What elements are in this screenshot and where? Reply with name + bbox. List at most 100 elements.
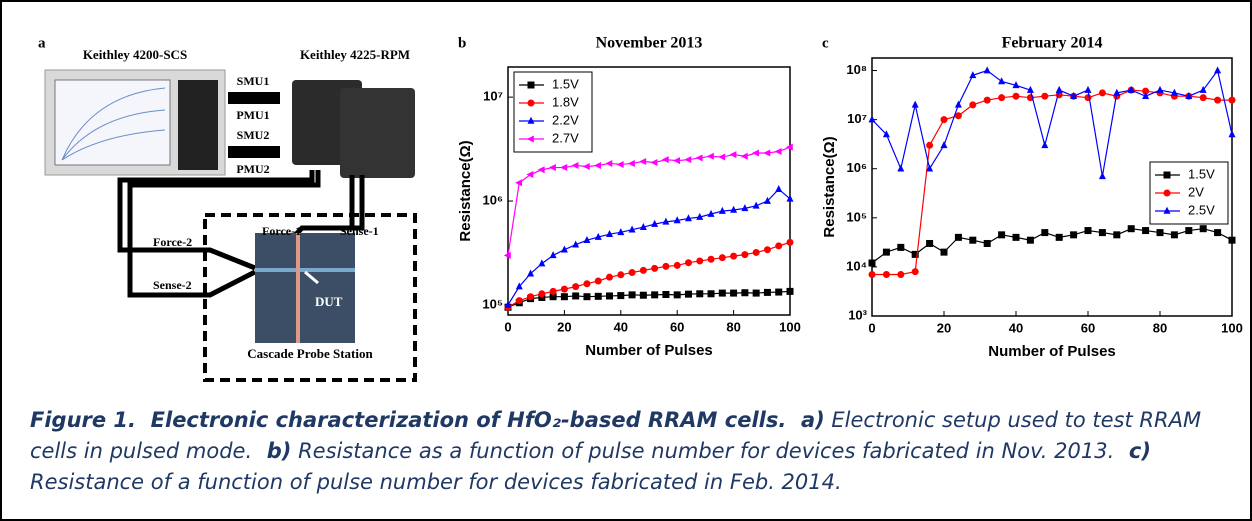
data-point — [1142, 87, 1150, 95]
data-point — [1214, 66, 1222, 74]
data-point — [882, 271, 890, 279]
caption-part: a) — [786, 408, 825, 432]
x-tick-label: 80 — [1153, 320, 1167, 335]
x-tick-label: 0 — [504, 319, 511, 334]
data-point — [752, 201, 760, 209]
data-point — [868, 115, 876, 123]
series-line — [871, 69, 1233, 177]
data-point — [1127, 85, 1135, 93]
data-point — [606, 273, 614, 281]
legend-marker — [527, 81, 535, 89]
data-point — [998, 231, 1006, 239]
cable — [228, 92, 280, 104]
data-point — [897, 271, 905, 279]
data-point — [1214, 96, 1222, 104]
data-point — [969, 101, 977, 109]
data-point — [1084, 227, 1092, 235]
x-tick-label: 60 — [670, 319, 684, 334]
dut-line — [255, 268, 355, 272]
data-point — [628, 269, 636, 277]
data-point — [594, 232, 602, 240]
data-point — [673, 216, 681, 224]
data-point — [582, 162, 590, 170]
data-point — [718, 206, 726, 214]
y-tick-label: 10⁶ — [847, 160, 867, 175]
port-label: SMU1 — [237, 74, 270, 88]
data-point — [983, 96, 991, 104]
arrow — [304, 270, 319, 285]
data-point — [775, 242, 783, 250]
probe-station-box — [203, 213, 417, 382]
data-point — [594, 277, 602, 285]
data-point — [1012, 92, 1020, 100]
data-point — [651, 264, 659, 272]
data-point — [639, 291, 647, 299]
data-point — [1228, 236, 1236, 244]
data-point — [617, 292, 625, 300]
x-tick-label: 80 — [726, 319, 740, 334]
data-point — [752, 289, 760, 297]
y-tick-label: 10⁸ — [846, 62, 867, 77]
data-point — [911, 250, 919, 258]
legend-label: 1.5V — [552, 76, 579, 91]
data-point — [548, 164, 556, 172]
data-point — [729, 151, 737, 159]
data-point — [527, 269, 535, 277]
data-point — [662, 262, 670, 270]
y-tick-label: 10³ — [848, 307, 867, 322]
data-point — [1142, 92, 1150, 100]
legend-label: 2.5V — [1188, 202, 1215, 217]
data-point — [763, 246, 771, 254]
data-point — [684, 290, 692, 298]
data-point — [1127, 225, 1135, 233]
data-point — [549, 293, 557, 301]
legend-label: 2.7V — [552, 130, 579, 145]
panel-letter: b — [458, 35, 466, 51]
data-point — [673, 291, 681, 299]
data-point — [969, 236, 977, 244]
cables — [117, 170, 365, 298]
data-point — [763, 196, 771, 204]
data-point — [549, 287, 557, 295]
x-tick-label: 40 — [614, 319, 628, 334]
data-point — [617, 271, 625, 279]
data-point — [1170, 231, 1178, 239]
data-point — [515, 282, 523, 290]
x-tick-label: 0 — [868, 320, 875, 335]
data-point — [707, 255, 715, 263]
caption-part: Electronic setup used to test RRAM cells… — [30, 408, 1208, 463]
data-point — [662, 217, 670, 225]
data-point — [560, 293, 568, 301]
data-point — [662, 291, 670, 299]
data-point — [1228, 130, 1236, 138]
data-point — [740, 152, 748, 160]
data-point — [786, 238, 794, 246]
data-point — [940, 116, 948, 124]
data-point — [774, 147, 782, 155]
data-point — [998, 77, 1006, 85]
instrument-image — [340, 88, 415, 178]
data-point — [998, 94, 1006, 102]
data-point — [538, 293, 546, 301]
data-point — [526, 171, 534, 179]
data-point — [1084, 94, 1092, 102]
data-point — [1199, 225, 1207, 233]
legend-label: 1.5V — [1188, 166, 1215, 181]
data-point — [706, 152, 714, 160]
chart-title: February 2014 — [1002, 35, 1103, 52]
data-point — [1185, 92, 1193, 100]
data-point — [1055, 233, 1063, 241]
data-point — [730, 252, 738, 260]
data-point — [696, 257, 704, 265]
data-point — [1098, 89, 1106, 97]
data-point — [696, 290, 704, 298]
data-point — [1170, 88, 1178, 96]
y-tick-label: 10⁴ — [846, 258, 867, 273]
y-tick-label: 10⁵ — [846, 209, 867, 224]
data-point — [954, 233, 962, 241]
data-point — [639, 158, 647, 166]
x-tick-label: 60 — [1081, 320, 1095, 335]
data-point — [538, 290, 546, 298]
data-point — [661, 156, 669, 164]
x-tick-label: 20 — [557, 319, 571, 334]
